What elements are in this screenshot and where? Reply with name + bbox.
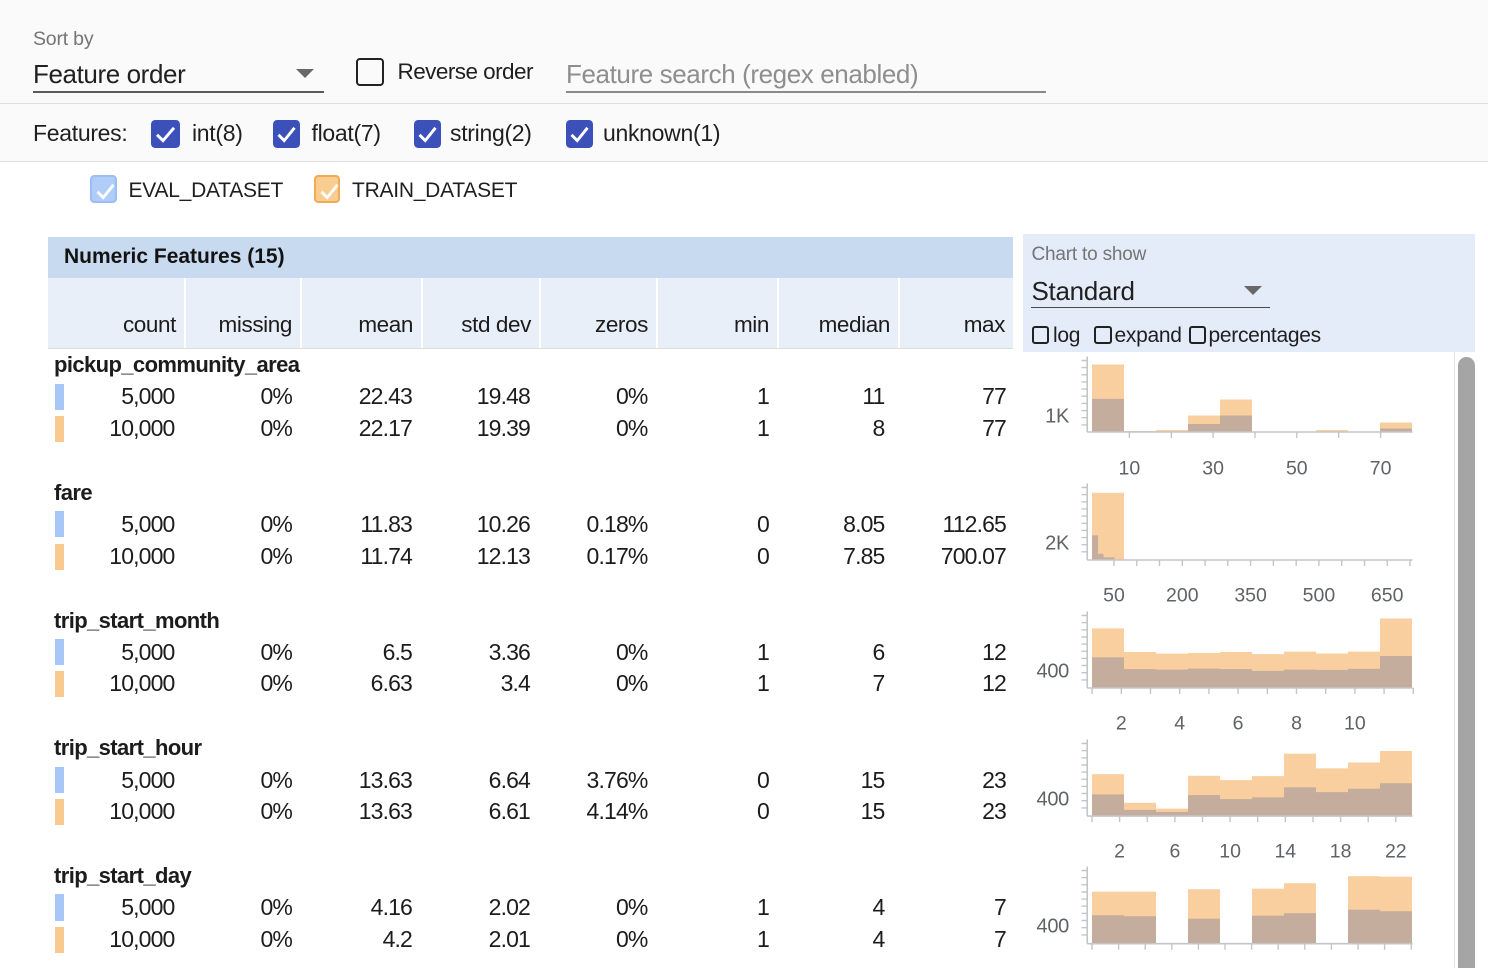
svg-text:6: 6 (1233, 712, 1244, 734)
svg-text:400: 400 (1037, 916, 1070, 938)
svg-text:500: 500 (1303, 584, 1336, 606)
svg-text:2: 2 (1116, 712, 1127, 734)
svg-text:50: 50 (1103, 584, 1125, 606)
svg-text:4: 4 (1174, 712, 1185, 734)
svg-text:400: 400 (1037, 660, 1070, 682)
svg-text:14: 14 (1274, 840, 1296, 862)
svg-text:10: 10 (1344, 712, 1366, 734)
svg-text:8: 8 (1291, 712, 1302, 734)
svg-text:10: 10 (1219, 840, 1241, 862)
svg-text:350: 350 (1234, 584, 1267, 606)
svg-text:30: 30 (1202, 457, 1224, 479)
svg-text:2: 2 (1114, 840, 1125, 862)
svg-text:6: 6 (1169, 840, 1180, 862)
svg-text:400: 400 (1037, 788, 1070, 810)
svg-text:2K: 2K (1045, 532, 1070, 554)
svg-text:650: 650 (1371, 584, 1404, 606)
svg-text:10: 10 (1119, 457, 1141, 479)
svg-text:1K: 1K (1045, 405, 1070, 427)
svg-text:200: 200 (1166, 584, 1199, 606)
svg-text:70: 70 (1370, 457, 1392, 479)
svg-text:22: 22 (1385, 840, 1407, 862)
svg-text:50: 50 (1286, 457, 1308, 479)
svg-text:18: 18 (1330, 840, 1352, 862)
